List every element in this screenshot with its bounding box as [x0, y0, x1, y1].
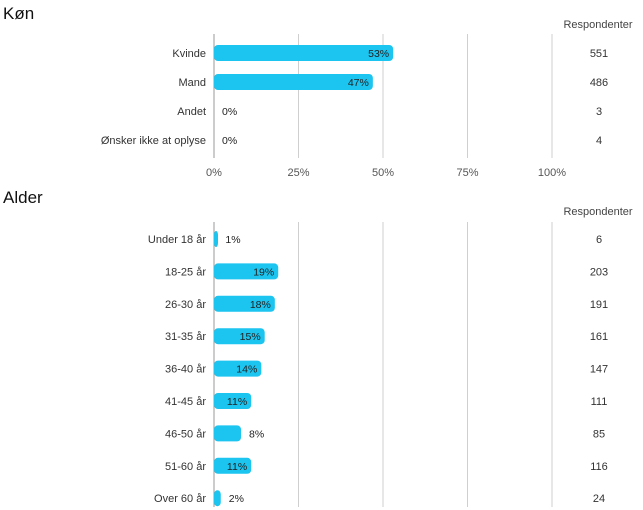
- category-label: Under 18 år: [148, 234, 206, 246]
- respondent-count: 486: [590, 77, 608, 89]
- respondent-count: 203: [590, 266, 608, 278]
- x-tick-label: 100%: [538, 167, 566, 179]
- x-tick-label: 0%: [206, 167, 222, 179]
- data-label: 0%: [222, 106, 237, 118]
- data-label: 19%: [253, 266, 274, 278]
- respondents-header-kon: Respondenter: [563, 19, 632, 31]
- data-label: 11%: [227, 396, 247, 408]
- bar: [214, 45, 394, 61]
- respondents-header-alder: Respondenter: [563, 206, 632, 218]
- respondent-count: 6: [596, 234, 602, 246]
- category-label: Kvinde: [172, 48, 206, 60]
- bar: [214, 457, 252, 474]
- respondent-count: 116: [590, 461, 608, 473]
- respondent-count: 3: [596, 106, 602, 118]
- category-label: 51-60 år: [165, 461, 206, 473]
- respondent-count: 161: [590, 331, 608, 343]
- bar: [214, 295, 275, 312]
- bar: [214, 393, 252, 409]
- x-tick-label: 75%: [456, 167, 478, 179]
- category-label: 26-30 år: [165, 299, 206, 311]
- data-label: 0%: [222, 135, 237, 147]
- respondent-count: 111: [591, 396, 608, 408]
- bar: [214, 74, 373, 90]
- category-label: 46-50 år: [165, 428, 206, 440]
- data-label: 14%: [236, 364, 257, 376]
- category-label: Mand: [178, 77, 206, 89]
- respondent-count: 191: [590, 299, 608, 311]
- category-label: 31-35 år: [165, 331, 206, 343]
- respondent-count: 4: [596, 135, 602, 147]
- data-label: 18%: [250, 299, 271, 311]
- data-label: 15%: [240, 331, 261, 343]
- category-label: Ønsker ikke at oplyse: [101, 135, 206, 147]
- bar-chart-kon: Kvinde 53% 551 Mand 47% 486 Andet 0% 3 Ønsker ikk…: [101, 34, 608, 179]
- bar: [214, 425, 242, 442]
- respondent-count: 147: [590, 364, 608, 376]
- bar: [214, 231, 218, 247]
- chart-title-alder: Alder: [3, 188, 43, 207]
- data-label: 1%: [225, 234, 240, 246]
- bar: [214, 490, 221, 507]
- category-label: Andet: [177, 106, 206, 118]
- data-label: 47%: [348, 77, 369, 89]
- data-label: 8%: [249, 428, 264, 440]
- x-tick-label: 25%: [287, 167, 309, 179]
- respondent-count: 551: [590, 48, 608, 60]
- x-tick-label: 50%: [372, 167, 394, 179]
- data-label: 11%: [227, 461, 247, 473]
- category-label: 18-25 år: [165, 266, 206, 278]
- respondent-count: 24: [593, 493, 605, 505]
- bar: [214, 360, 262, 377]
- respondent-count: 85: [593, 428, 605, 440]
- category-label: 36-40 år: [165, 364, 206, 376]
- bar-chart-alder: Under 18 år 1% 6 18-25 år 19% 203 26-30 år 18% 1…: [148, 222, 608, 507]
- data-label: 2%: [229, 493, 244, 505]
- category-label: Over 60 år: [154, 493, 206, 505]
- data-label: 53%: [368, 48, 389, 60]
- category-label: 41-45 år: [165, 396, 206, 408]
- chart-title-kon: Køn: [3, 4, 34, 23]
- bar: [214, 328, 265, 345]
- bar: [214, 263, 279, 280]
